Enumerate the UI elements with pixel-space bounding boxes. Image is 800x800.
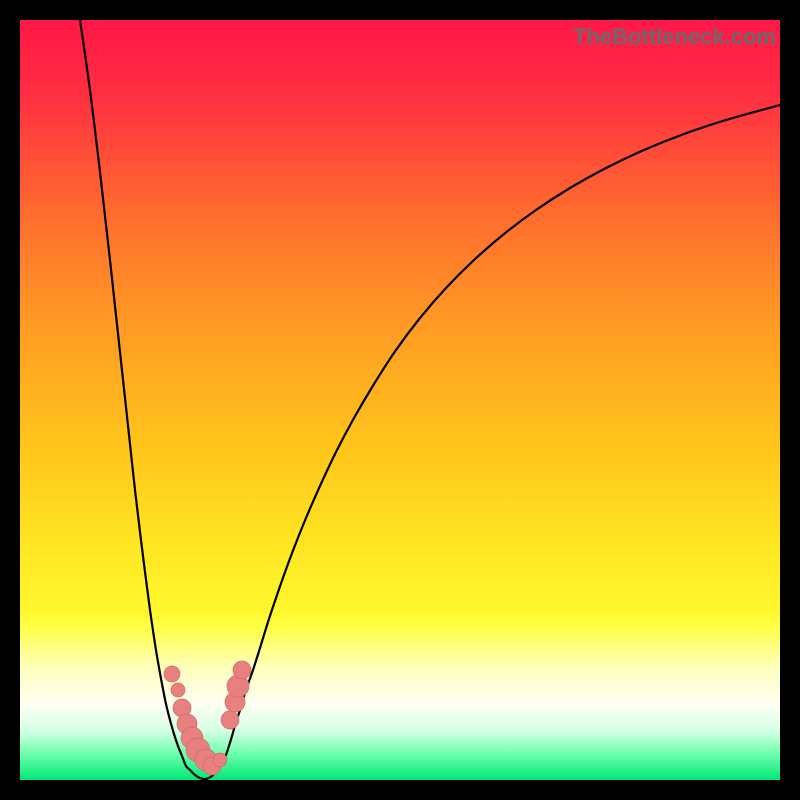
- gradient-background: [20, 20, 780, 780]
- chart-area: [20, 20, 780, 780]
- data-marker: [164, 666, 180, 682]
- chart-svg: [20, 20, 780, 780]
- watermark-text: TheBottleneck.com: [573, 24, 776, 50]
- frame: TheBottleneck.com: [0, 0, 800, 800]
- data-marker: [221, 711, 239, 729]
- data-marker: [213, 753, 227, 767]
- data-marker: [171, 683, 185, 697]
- data-marker: [233, 661, 251, 679]
